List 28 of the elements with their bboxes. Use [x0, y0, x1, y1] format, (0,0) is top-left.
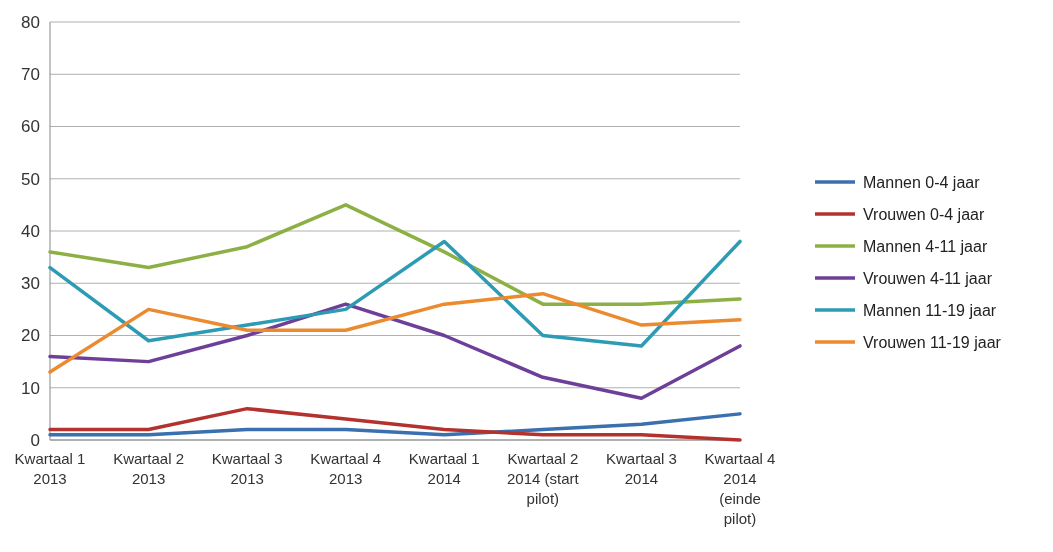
legend-label: Mannen 4-11 jaar [863, 237, 988, 255]
y-tick-label: 30 [21, 274, 40, 294]
x-tick-label: Kwartaal 1 2013 [14, 450, 86, 487]
y-tick-label: 0 [30, 430, 40, 450]
x-tick-label: Kwartaal 3 2013 [211, 450, 283, 487]
y-tick-label: 80 [21, 12, 40, 32]
y-tick-label: 10 [21, 378, 40, 398]
y-tick-label: 20 [21, 326, 40, 346]
y-tick-label: 50 [21, 169, 40, 189]
line-series [48, 239, 742, 348]
y-tick-label: 40 [21, 221, 40, 241]
x-tick-label: Kwartaal 4 2013 [310, 450, 382, 487]
y-tick-label: 70 [21, 65, 40, 85]
x-tick-label: Kwartaal 4 2014 (einde pilot) [704, 450, 776, 527]
legend-label: Vrouwen 0-4 jaar [863, 205, 985, 223]
x-tick-label: Kwartaal 2 2013 [113, 450, 185, 487]
y-tick-label: 60 [21, 117, 40, 137]
x-tick-label: Kwartaal 1 2014 [408, 450, 480, 487]
legend-label: Vrouwen 4-11 jaar [863, 269, 993, 287]
legend-label: Mannen 11-19 jaar [863, 301, 997, 319]
legend-label: Vrouwen 11-19 jaar [863, 333, 1002, 351]
legend-label: Mannen 0-4 jaar [863, 173, 981, 191]
line-series [48, 203, 742, 306]
x-tick-label: Kwartaal 2 2014 (start pilot) [507, 450, 580, 507]
x-tick-label: Kwartaal 3 2014 [605, 450, 677, 487]
line-series [48, 412, 742, 437]
line-series [48, 291, 742, 374]
line-series [48, 302, 742, 400]
